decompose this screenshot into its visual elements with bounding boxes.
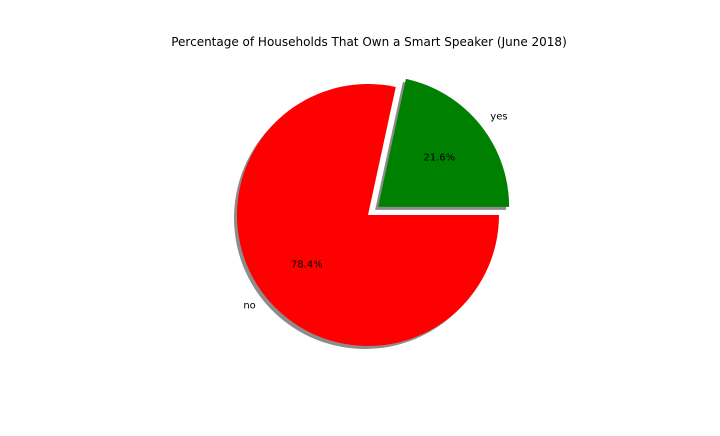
pie-slice-yes xyxy=(378,78,510,207)
pie-label-yes: yes xyxy=(490,111,507,122)
pie-slice-layer xyxy=(236,78,510,347)
pie-percent-label-no: 78.4% xyxy=(291,259,323,270)
chart-title: Percentage of Households That Own a Smar… xyxy=(171,35,567,49)
pie-label-no: no xyxy=(243,300,255,311)
pie-slice-no xyxy=(236,84,499,347)
pie-percent-label-yes: 21.6% xyxy=(423,153,455,164)
pie-label-layer: yes 21.6% no 78.4% xyxy=(243,111,507,311)
